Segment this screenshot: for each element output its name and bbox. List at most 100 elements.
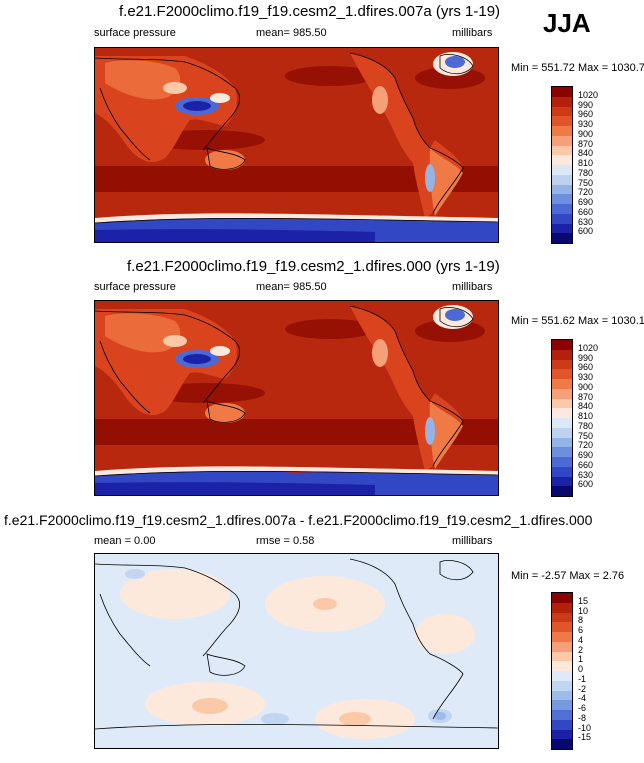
panel-2-units-label: millibars xyxy=(452,281,493,293)
panel-1-mean-label: mean= 985.50 xyxy=(256,27,327,39)
colorbar-swatch xyxy=(552,622,572,632)
panel-3-units-label: millibars xyxy=(452,535,493,547)
colorbar-tick-label: 900 xyxy=(578,128,594,139)
colorbar-swatch xyxy=(552,680,572,691)
colorbar-swatch xyxy=(552,641,572,652)
colorbar-tick-label: 600 xyxy=(578,226,594,237)
colorbar-swatch xyxy=(552,661,572,671)
colorbar-tick-label: 900 xyxy=(578,381,594,392)
colorbar-swatch xyxy=(552,710,572,720)
colorbar-tick-label: 960 xyxy=(578,109,594,120)
colorbar-swatch xyxy=(552,466,572,477)
colorbar-tick-label: 15 xyxy=(578,595,589,606)
colorbar-tick-label: 660 xyxy=(578,459,594,470)
colorbar-tick-label: -8 xyxy=(578,712,587,723)
colorbar-tick-label: 690 xyxy=(578,450,594,460)
colorbar-swatch xyxy=(552,486,572,496)
panel-2-mean-label: mean= 985.50 xyxy=(256,281,327,293)
panel-2-minmax: Min = 551.62 Max = 1030.13 xyxy=(511,315,644,327)
colorbar-swatch xyxy=(552,632,572,642)
panel-3-minmax: Min = -2.57 Max = 2.76 xyxy=(511,570,625,582)
colorbar-tick-label: -6 xyxy=(578,703,587,713)
panel-2-title: f.e21.F2000climo.f19_f19.cesm2_1.dfires.… xyxy=(127,258,500,275)
panel-1-colorbar xyxy=(551,86,573,244)
colorbar-tick-label: 6 xyxy=(578,625,584,635)
colorbar-tick-label: -1 xyxy=(578,673,587,684)
colorbar-tick-label: 720 xyxy=(578,187,594,198)
colorbar-swatch xyxy=(552,398,572,409)
panel-2-map-svg xyxy=(95,301,498,495)
panel-3-colorbar xyxy=(551,592,573,750)
panel-1-map-svg xyxy=(95,48,498,242)
colorbar-swatch xyxy=(552,437,572,448)
colorbar-tick-label: 840 xyxy=(578,401,594,412)
colorbar-tick-label: 960 xyxy=(578,362,594,373)
colorbar-swatch xyxy=(552,135,572,146)
colorbar-swatch xyxy=(552,418,572,428)
colorbar-swatch xyxy=(552,165,572,175)
panel-3-map xyxy=(94,553,499,749)
colorbar-tick-label: 810 xyxy=(578,158,594,168)
colorbar-swatch xyxy=(552,739,572,749)
colorbar-swatch xyxy=(552,87,572,97)
colorbar-tick-label: 990 xyxy=(578,352,594,363)
colorbar-swatch xyxy=(552,194,572,204)
colorbar-tick-label: 4 xyxy=(578,634,584,645)
colorbar-tick-label: -10 xyxy=(578,722,592,733)
colorbar-swatch xyxy=(552,379,572,389)
colorbar-tick-label: 10 xyxy=(578,605,589,616)
colorbar-tick-label: 1 xyxy=(578,654,584,665)
colorbar-swatch xyxy=(552,457,572,467)
colorbar-swatch xyxy=(552,126,572,136)
colorbar-tick-label: 8 xyxy=(578,615,584,626)
colorbar-swatch xyxy=(552,359,572,370)
colorbar-tick-label: 600 xyxy=(578,479,594,490)
colorbar-tick-label: 780 xyxy=(578,420,594,431)
colorbar-tick-label: 750 xyxy=(578,177,594,188)
panel-3-mean-label: mean = 0.00 xyxy=(94,535,156,547)
colorbar-swatch xyxy=(552,447,572,457)
colorbar-swatch xyxy=(552,593,572,603)
panel-3-rmse-label: rmse = 0.58 xyxy=(256,535,315,547)
panel-2-variable-label: surface pressure xyxy=(94,281,176,293)
colorbar-tick-label: -15 xyxy=(578,732,592,743)
colorbar-swatch xyxy=(552,155,572,165)
colorbar-tick-label: 840 xyxy=(578,148,594,159)
panel-1-map xyxy=(94,47,499,243)
colorbar-tick-label: 930 xyxy=(578,119,594,129)
colorbar-tick-label: 990 xyxy=(578,99,594,110)
colorbar-swatch xyxy=(552,145,572,156)
colorbar-tick-label: 810 xyxy=(578,411,594,421)
colorbar-tick-label: 1020 xyxy=(578,89,599,100)
colorbar-swatch xyxy=(552,106,572,117)
colorbar-tick-label: 930 xyxy=(578,372,594,382)
colorbar-tick-label: 2 xyxy=(578,644,584,655)
colorbar-swatch xyxy=(552,349,572,360)
colorbar-swatch xyxy=(552,700,572,710)
colorbar-swatch xyxy=(552,427,572,438)
panel-1-variable-label: surface pressure xyxy=(94,27,176,39)
season-label: JJA xyxy=(543,8,591,38)
colorbar-swatch xyxy=(552,340,572,350)
colorbar-swatch xyxy=(552,602,572,613)
colorbar-swatch xyxy=(552,612,572,623)
colorbar-tick-label: 690 xyxy=(578,197,594,207)
colorbar-tick-label: -4 xyxy=(578,693,587,704)
colorbar-swatch xyxy=(552,184,572,195)
colorbar-swatch xyxy=(552,690,572,701)
colorbar-swatch xyxy=(552,476,572,487)
colorbar-tick-label: 720 xyxy=(578,440,594,451)
panel-2-map xyxy=(94,300,499,496)
colorbar-tick-label: 630 xyxy=(578,216,594,227)
colorbar-tick-label: 870 xyxy=(578,138,594,149)
colorbar-swatch xyxy=(552,96,572,107)
colorbar-tick-label: -2 xyxy=(578,683,587,694)
colorbar-tick-label: 1020 xyxy=(578,342,599,353)
colorbar-swatch xyxy=(552,651,572,662)
panel-2-colorbar xyxy=(551,339,573,497)
colorbar-tick-label: 870 xyxy=(578,391,594,402)
colorbar-swatch xyxy=(552,213,572,224)
colorbar-swatch xyxy=(552,388,572,399)
colorbar-tick-label: 780 xyxy=(578,167,594,178)
colorbar-swatch xyxy=(552,671,572,681)
